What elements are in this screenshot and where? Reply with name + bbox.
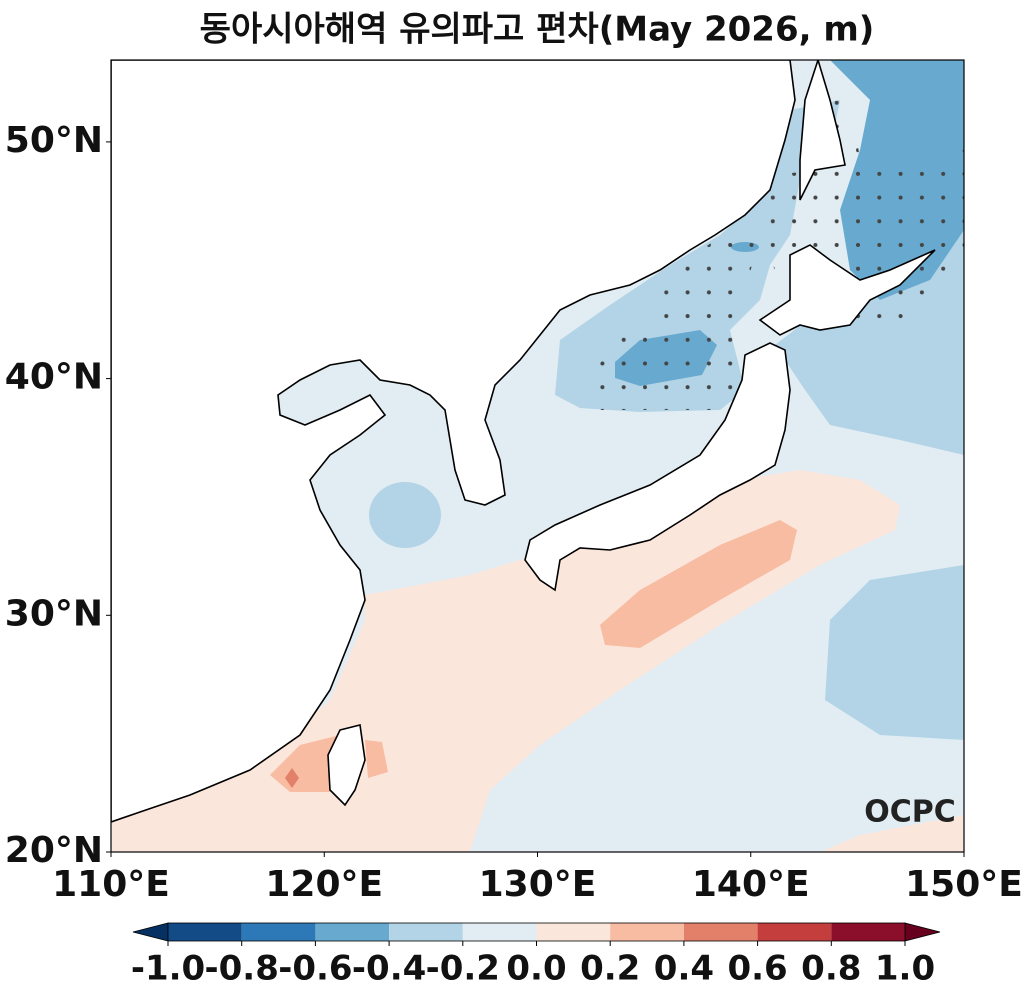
x-tick-label: 140°E	[692, 864, 810, 905]
land	[524, 342, 791, 592]
map-field	[111, 60, 964, 852]
colorbar-swatch	[241, 923, 316, 941]
y-tick-label: 50°N	[5, 120, 103, 161]
colorbar-tick-label: -0.8	[205, 949, 279, 989]
colorbar-swatch	[462, 923, 537, 941]
x-tick-label: 110°E	[52, 864, 170, 905]
title: 동아시아해역 유의파고 편차(May 2026, m)	[200, 10, 875, 50]
colorbar-tick-label: -0.4	[352, 949, 426, 989]
y-tick-label: 30°N	[5, 593, 103, 634]
stippling	[335, 90, 964, 550]
logo: OCPC	[864, 795, 956, 830]
colorbar-tick-label: -1.0	[131, 949, 205, 989]
colorbar-swatch	[168, 923, 242, 941]
land	[799, 60, 846, 201]
colorbar-under	[132, 922, 169, 942]
colorbar-tick-label: 1.0	[875, 949, 935, 989]
colorbar-tick-label: 0.0	[506, 949, 566, 989]
colorbar-over	[904, 922, 941, 942]
contour	[369, 482, 441, 548]
land	[111, 60, 796, 823]
land	[327, 724, 366, 807]
colorbar-swatch	[757, 923, 832, 941]
contour	[820, 815, 964, 852]
colorbar-tick-label: 0.2	[580, 949, 640, 989]
colorbar-tick-label: -0.2	[426, 949, 500, 989]
colorbar-swatch	[610, 923, 684, 941]
x-tick-label: 150°E	[905, 864, 1023, 905]
y-tick-label: 40°N	[5, 357, 103, 398]
colorbar-swatch	[831, 923, 905, 941]
contour	[365, 740, 388, 778]
colorbar-swatch	[389, 923, 463, 941]
colorbar-swatch	[536, 923, 611, 941]
y-tick-label: 20°N	[5, 830, 103, 871]
colorbar-tick-label: 0.6	[727, 949, 787, 989]
colorbar-swatch	[315, 923, 390, 941]
colorbar-tick-label: 0.8	[801, 949, 861, 989]
x-tick-label: 120°E	[265, 864, 383, 905]
contour	[285, 768, 299, 788]
colorbar-swatch	[683, 923, 758, 941]
contour	[825, 565, 964, 740]
land	[758, 244, 936, 336]
colorbar-tick-label: 0.4	[654, 949, 714, 989]
colorbar-tick-label: -0.6	[278, 949, 352, 989]
x-tick-label: 130°E	[479, 864, 597, 905]
contour	[600, 520, 797, 648]
